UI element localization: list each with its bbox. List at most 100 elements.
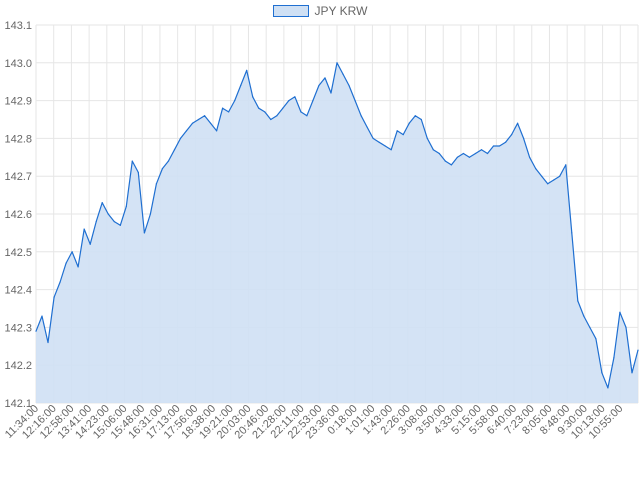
data-point	[492, 145, 495, 147]
data-point	[498, 145, 501, 147]
data-point	[83, 228, 85, 230]
y-tick-label: 143.1	[4, 20, 32, 32]
data-point	[432, 149, 434, 151]
y-tick-label: 142.9	[4, 96, 32, 108]
data-point	[179, 137, 182, 139]
data-point	[113, 220, 115, 223]
data-point	[203, 115, 206, 117]
legend-label: JPY KRW	[314, 4, 368, 18]
y-tick-label: 142.8	[4, 133, 32, 145]
data-point	[300, 111, 302, 113]
data-point	[547, 183, 549, 185]
data-point	[77, 266, 79, 268]
data-point	[529, 156, 531, 158]
data-point	[47, 341, 49, 344]
data-point	[480, 149, 483, 151]
data-point	[240, 84, 242, 87]
data-point	[390, 149, 392, 151]
data-point	[71, 251, 73, 253]
data-point	[35, 330, 37, 332]
data-point	[354, 100, 356, 102]
data-point	[149, 213, 151, 215]
data-point	[450, 164, 452, 166]
data-point	[228, 111, 230, 113]
data-point	[155, 183, 157, 185]
data-point	[336, 62, 338, 64]
legend[interactable]: JPY KRW	[0, 4, 640, 18]
data-point	[517, 122, 519, 124]
data-point	[264, 111, 266, 113]
data-point	[625, 326, 627, 328]
data-point	[137, 171, 139, 174]
data-point	[468, 156, 471, 158]
y-tick-label: 142.4	[4, 285, 32, 297]
data-point	[252, 96, 254, 98]
data-point	[324, 77, 326, 79]
data-point	[565, 164, 567, 166]
data-point	[41, 315, 43, 317]
data-point	[330, 92, 332, 94]
data-point	[276, 115, 278, 117]
data-point	[222, 107, 224, 109]
data-point	[504, 141, 507, 143]
data-point	[131, 160, 133, 162]
data-point	[402, 134, 404, 136]
data-point	[288, 100, 290, 102]
data-point	[486, 152, 489, 155]
data-point	[318, 84, 320, 87]
data-point	[553, 179, 555, 181]
data-point	[601, 372, 603, 374]
y-tick-label: 142.1	[4, 398, 32, 410]
data-point	[372, 137, 374, 139]
data-point	[631, 372, 633, 374]
y-tick-label: 142.5	[4, 247, 32, 259]
data-point	[474, 152, 477, 155]
data-point	[444, 160, 446, 162]
data-point	[577, 300, 579, 302]
data-point	[426, 137, 428, 139]
data-point	[282, 107, 284, 109]
data-point	[258, 107, 260, 109]
data-point	[360, 115, 362, 117]
data-point	[185, 130, 188, 132]
data-point	[396, 130, 398, 132]
y-tick-label: 142.3	[4, 322, 32, 334]
data-point	[234, 100, 236, 102]
y-tick-label: 142.2	[4, 360, 32, 372]
data-point	[197, 118, 200, 121]
data-point	[173, 149, 176, 151]
data-point	[342, 73, 344, 75]
data-point	[438, 152, 440, 155]
data-point	[408, 122, 410, 124]
data-point	[161, 168, 164, 170]
data-point	[89, 243, 91, 245]
data-point	[523, 137, 525, 139]
data-point	[619, 311, 621, 313]
data-point	[571, 232, 573, 234]
data-point	[216, 130, 218, 132]
data-point	[583, 315, 585, 317]
y-tick-label: 142.7	[4, 171, 32, 183]
data-point	[312, 100, 314, 102]
data-point	[613, 357, 615, 359]
data-point	[456, 156, 458, 158]
data-point	[595, 338, 597, 340]
data-point	[167, 160, 170, 162]
data-point	[637, 349, 639, 351]
legend-swatch	[272, 5, 309, 17]
data-point	[589, 326, 591, 328]
data-point	[607, 387, 609, 389]
data-point	[384, 145, 386, 147]
data-point	[348, 84, 350, 87]
data-point	[559, 175, 561, 177]
data-point	[541, 175, 543, 177]
data-point	[462, 152, 465, 155]
data-point	[119, 224, 121, 226]
y-tick-label: 143.0	[4, 58, 32, 70]
data-point	[191, 122, 194, 124]
data-point	[306, 115, 308, 117]
data-point	[378, 141, 380, 143]
data-point	[535, 168, 537, 170]
